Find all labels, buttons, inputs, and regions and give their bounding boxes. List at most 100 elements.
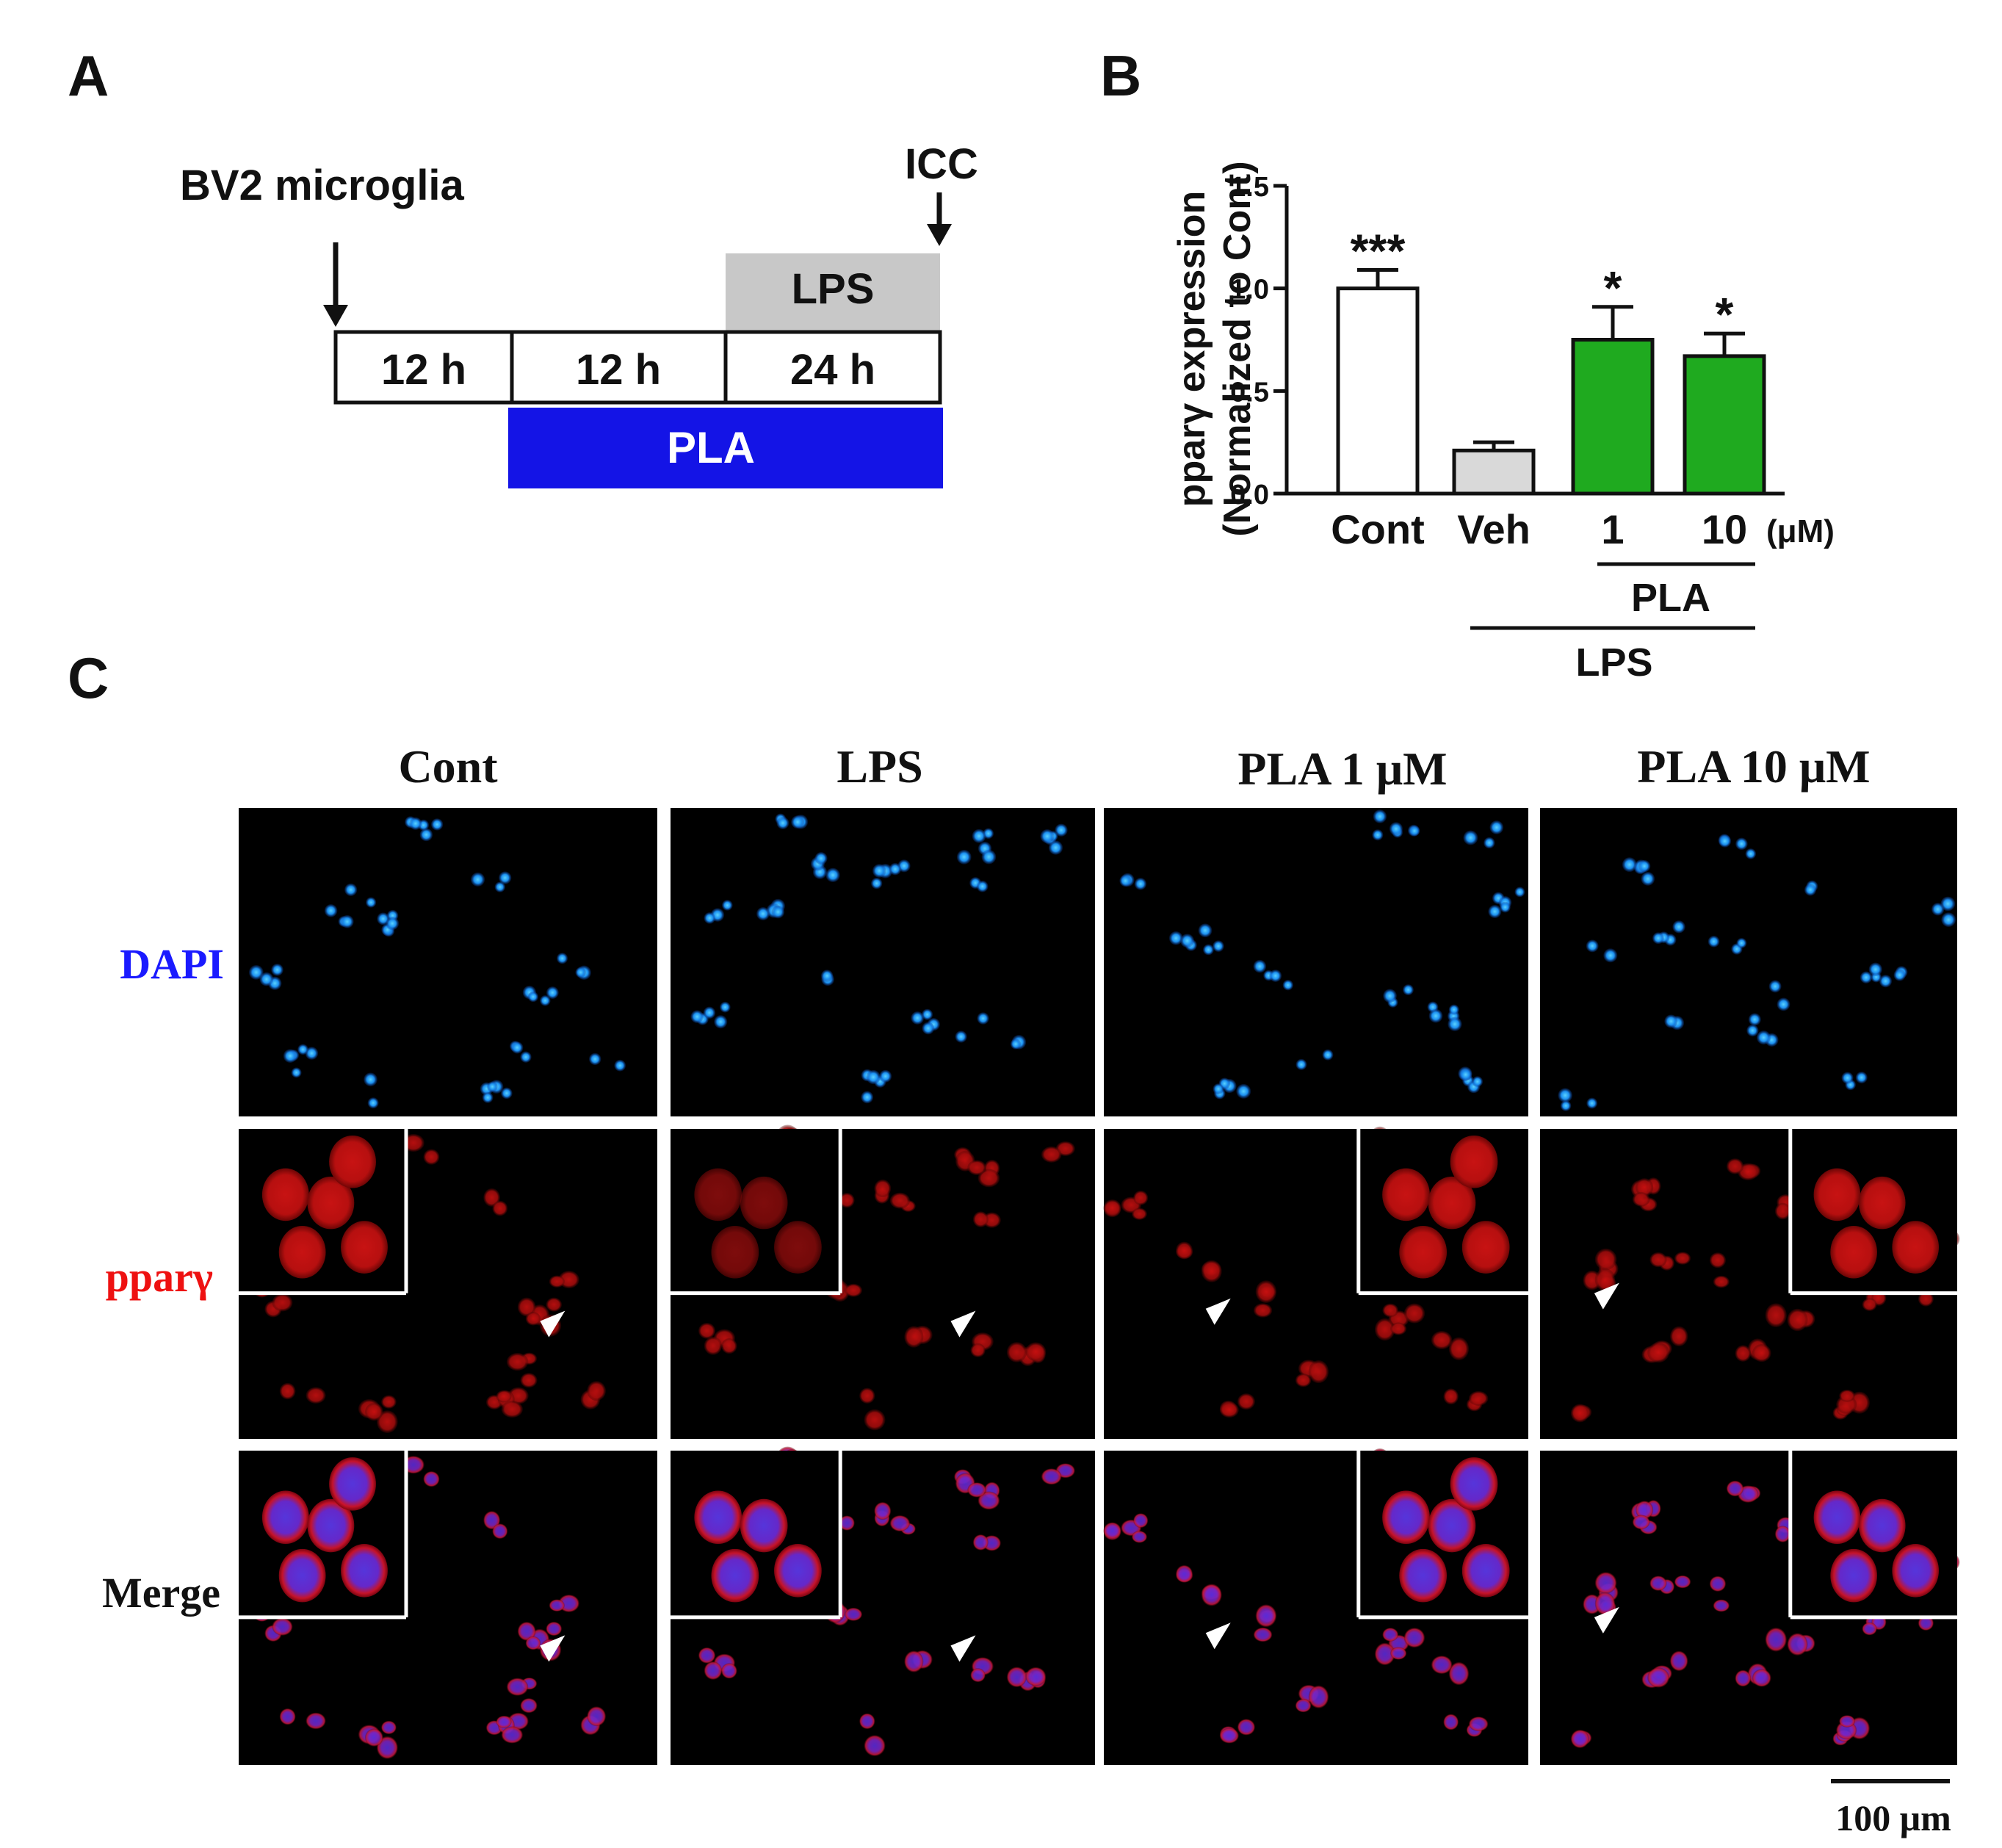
cell-seeding-arrow bbox=[323, 242, 348, 327]
pla-treatment-label: PLA bbox=[667, 423, 755, 472]
nucleus bbox=[499, 871, 512, 884]
nucleus bbox=[825, 867, 840, 883]
arrowhead-marker bbox=[950, 1310, 976, 1338]
cell bbox=[1669, 1650, 1688, 1672]
zoom-inset bbox=[239, 1129, 408, 1296]
x-tick-label: Cont bbox=[1331, 506, 1425, 552]
nucleus bbox=[1198, 923, 1213, 938]
cell bbox=[1669, 1326, 1688, 1347]
nucleus bbox=[1428, 1008, 1443, 1023]
cell bbox=[1025, 1342, 1047, 1362]
arrowhead-marker bbox=[540, 1635, 565, 1662]
cell bbox=[1765, 1303, 1787, 1327]
cell bbox=[1132, 1208, 1147, 1220]
cell bbox=[1709, 1576, 1727, 1592]
cell bbox=[1382, 1303, 1399, 1318]
cell bbox=[967, 1482, 986, 1498]
nucleus bbox=[1841, 1072, 1854, 1084]
cell bbox=[1219, 1402, 1239, 1418]
cell bbox=[272, 1617, 293, 1636]
cell bbox=[1443, 1388, 1459, 1405]
cell bbox=[1253, 1627, 1273, 1642]
nucleus bbox=[1735, 837, 1748, 851]
nucleus bbox=[271, 964, 283, 976]
cell bbox=[889, 1192, 911, 1209]
cell bbox=[977, 1491, 1000, 1510]
nucleus bbox=[419, 828, 433, 842]
nucleus bbox=[1777, 997, 1790, 1011]
cell bbox=[549, 1275, 565, 1288]
nucleus bbox=[1868, 962, 1882, 976]
micrograph-background bbox=[671, 808, 1095, 1116]
cell bbox=[1403, 1628, 1425, 1648]
cell bbox=[587, 1381, 607, 1401]
cell bbox=[1382, 1628, 1399, 1642]
nucleus bbox=[722, 900, 733, 911]
nucleus bbox=[866, 1069, 881, 1085]
cell bbox=[1787, 1308, 1808, 1332]
nucleus bbox=[861, 1091, 874, 1104]
cell bbox=[279, 1382, 296, 1400]
inset-cell bbox=[1461, 1544, 1510, 1598]
cell bbox=[1765, 1627, 1787, 1652]
nucleus bbox=[719, 1001, 731, 1013]
nucleus bbox=[1893, 969, 1906, 981]
nucleus bbox=[981, 849, 997, 865]
cell bbox=[1431, 1656, 1453, 1675]
cell bbox=[1713, 1275, 1730, 1288]
cell bbox=[1253, 1303, 1273, 1318]
cell bbox=[506, 1352, 529, 1371]
column-header-pla-1: PLA 1 μM bbox=[1237, 743, 1447, 795]
inset-cell bbox=[1399, 1225, 1448, 1279]
nucleus bbox=[1448, 1004, 1459, 1015]
cell bbox=[496, 1715, 512, 1728]
nucleus bbox=[546, 986, 559, 1000]
cell bbox=[977, 1169, 1000, 1188]
scale-bar-label: 100 μm bbox=[1835, 1797, 1951, 1838]
nucleus bbox=[344, 883, 358, 897]
cell-line-label: BV2 microglia bbox=[180, 162, 465, 209]
nucleus bbox=[1402, 984, 1414, 996]
panel-b: B pparγ expression (Normalized to Cont) … bbox=[1100, 43, 1835, 685]
cell bbox=[970, 1343, 986, 1357]
panel-b-letter: B bbox=[1100, 43, 1141, 108]
inset-cell bbox=[740, 1498, 788, 1553]
cell bbox=[1594, 1572, 1617, 1594]
cell bbox=[546, 1621, 563, 1636]
nucleus bbox=[614, 1059, 626, 1072]
micrograph-merge-2 bbox=[1103, 1448, 1528, 1765]
cell bbox=[364, 1402, 383, 1421]
nucleus bbox=[1202, 944, 1214, 956]
cell bbox=[1175, 1241, 1193, 1260]
nucleus bbox=[291, 1067, 302, 1078]
cell bbox=[1709, 1252, 1727, 1268]
cell bbox=[1201, 1584, 1222, 1606]
cell bbox=[1390, 1647, 1407, 1660]
inset-cell bbox=[1858, 1498, 1906, 1553]
inset-cell bbox=[1382, 1490, 1430, 1545]
nucleus bbox=[1940, 896, 1956, 912]
nucleus bbox=[1213, 1083, 1224, 1095]
nucleus bbox=[487, 1081, 498, 1092]
nucleus bbox=[922, 1008, 933, 1020]
cell bbox=[517, 1297, 536, 1317]
nucleus bbox=[776, 816, 789, 829]
nucleus bbox=[1748, 1013, 1761, 1026]
inset-cell bbox=[694, 1168, 742, 1221]
inset-cell bbox=[307, 1176, 355, 1230]
cell bbox=[1133, 1190, 1149, 1205]
nucleus bbox=[1322, 1049, 1334, 1061]
cell bbox=[1443, 1714, 1459, 1730]
nucleus bbox=[690, 1010, 704, 1023]
cell bbox=[1632, 1192, 1650, 1207]
cell bbox=[1295, 1373, 1312, 1387]
micrograph-dapi-0 bbox=[239, 808, 657, 1116]
nucleus bbox=[756, 906, 770, 921]
cell bbox=[972, 1534, 989, 1551]
nucleus bbox=[1048, 840, 1063, 855]
nucleus bbox=[1213, 940, 1224, 953]
arrowhead-marker bbox=[950, 1635, 976, 1662]
panel-a: A BV2 microglia ICC LPS 12 h 12 h 24 h P… bbox=[68, 43, 978, 488]
nucleus bbox=[1463, 830, 1478, 845]
timeline-label-3: 24 h bbox=[790, 346, 875, 394]
